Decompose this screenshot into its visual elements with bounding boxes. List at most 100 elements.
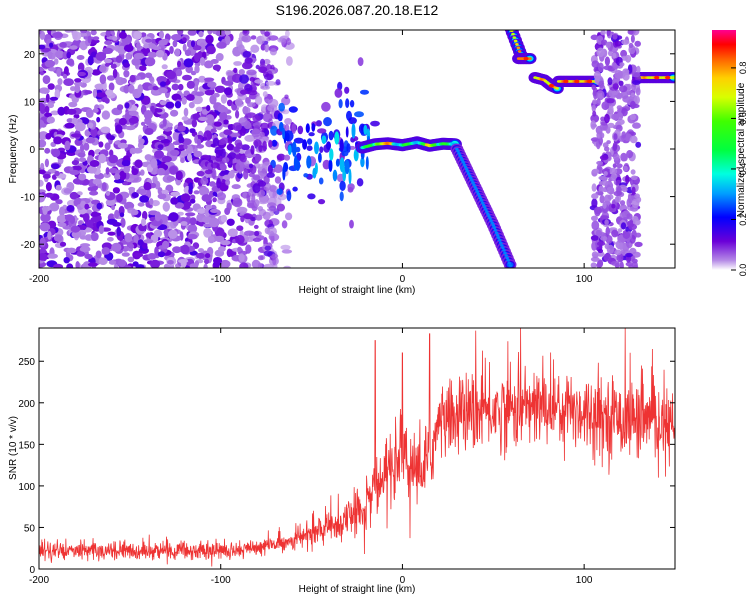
spectrogram-cell — [601, 101, 610, 111]
spectrogram-cell — [634, 193, 640, 199]
spectrogram-cell — [315, 120, 322, 127]
spectrogram-cell — [160, 138, 171, 144]
spectrogram-cell — [234, 98, 243, 107]
spectrogram-cell — [75, 261, 80, 268]
spectrogram-cell — [612, 33, 618, 40]
spectrogram-cell — [468, 174, 472, 178]
spectrogram-cell — [105, 198, 116, 206]
spectrogram-cell — [622, 153, 628, 162]
spectrogram-cell — [96, 202, 103, 210]
snr-y-tick-label: 0 — [29, 565, 35, 576]
spectrogram-cell — [204, 258, 210, 265]
spectrogram-cell — [116, 226, 121, 237]
spectrogram-cell — [216, 41, 227, 49]
spectrogram-cell — [150, 259, 161, 268]
spectrogram-cell — [490, 221, 495, 225]
spectrogram-cell — [256, 235, 265, 241]
spectrogram-cell — [502, 249, 506, 252]
spectrogram-cell — [245, 153, 257, 158]
spectrogram-cell — [187, 223, 198, 234]
spectrogram-cell — [57, 78, 63, 86]
spectrogram-cell — [157, 251, 166, 258]
spectrogram-cell — [112, 222, 122, 227]
spectrogram-cell — [177, 125, 186, 132]
spectrogram-cell — [634, 40, 641, 47]
spectrogram-cell — [172, 40, 178, 48]
spectrogram-cell — [345, 98, 350, 109]
spectrogram-cell — [474, 188, 479, 191]
spectrogram-cell — [590, 120, 596, 130]
spectrogram-cell — [250, 35, 257, 40]
spectrogram-cell — [189, 263, 199, 268]
spectrogram-cell — [170, 109, 179, 117]
spectrogram-cell — [91, 69, 101, 76]
spectrogram-cell — [204, 207, 210, 217]
spectrogram-cell — [124, 233, 133, 243]
spectrogram-cell — [187, 30, 197, 36]
spectrogram-cell — [77, 71, 86, 77]
spectrogram-cell — [222, 119, 229, 125]
spectrogram-cell — [265, 81, 276, 86]
snr-series-line — [39, 328, 675, 567]
spectrogram-cell — [472, 183, 476, 187]
spectrogram-cell — [180, 150, 188, 157]
spectrogram-cell — [508, 264, 513, 267]
spectrogram-cell — [42, 205, 48, 215]
spectrogram-cell — [226, 143, 235, 151]
spectrogram-cell — [282, 165, 286, 181]
spectrogram-cell — [263, 58, 271, 65]
spectrogram-cell — [175, 68, 183, 77]
spectrogram-cell — [78, 220, 83, 227]
spectrogram-cell — [248, 163, 254, 169]
spectrogram-cell — [506, 259, 511, 262]
spectrogram-cell — [285, 37, 292, 46]
spectrogram-cell — [285, 30, 290, 38]
snr-y-tick-label: 250 — [18, 357, 35, 368]
spectrogram-cell — [337, 81, 343, 91]
spectrogram-cell — [181, 116, 189, 121]
spectrogram-cell — [634, 241, 643, 248]
spectrogram-cell — [255, 95, 263, 105]
spectrogram-cell — [39, 44, 46, 50]
spectrogram-cell — [277, 37, 286, 43]
spectrogram-cell — [241, 34, 252, 43]
spectrogram-cell — [614, 69, 623, 80]
spectrogram-cell — [39, 222, 51, 232]
spectrogram-cell — [276, 153, 286, 161]
spectrogram-cell — [51, 163, 60, 170]
spectrogram-cell — [280, 244, 291, 250]
spectrogram-cell — [610, 174, 617, 182]
spectrogram-cell — [277, 112, 283, 122]
spectrogram-cell — [192, 45, 202, 51]
spectrogram-cell — [349, 100, 355, 108]
spectrogram-cell — [210, 162, 220, 169]
spectrogram-cell — [119, 170, 127, 181]
spectrogram-cell — [59, 241, 67, 247]
spectrogram-cell — [133, 234, 139, 244]
spectrogram-cell — [606, 30, 611, 37]
snr-x-tick-label: 0 — [400, 575, 406, 586]
spectrogram-cell — [152, 175, 158, 185]
spectrogram-cell — [263, 263, 274, 268]
spectrogram-cell — [334, 88, 343, 98]
spectrogram-cell — [112, 36, 118, 41]
spectrogram-cell — [125, 52, 131, 60]
snr-x-tick-label: -200 — [29, 575, 49, 586]
spectrogram-cell — [213, 261, 220, 268]
spectrogram-cell — [196, 170, 205, 177]
spectrogram-cell — [628, 42, 634, 49]
spectrogram-cell — [143, 43, 149, 49]
spectrogram-cell — [264, 85, 271, 90]
spectrogram-cell — [115, 124, 123, 134]
spectrogram-cell — [665, 75, 671, 80]
spectrogram-cell — [220, 137, 230, 144]
spectrogram-cell — [252, 174, 261, 181]
spectrogram-cell — [254, 214, 263, 221]
spectrogram-cell — [188, 101, 195, 109]
spectrogram-cell — [123, 44, 134, 52]
spectrogram-cell — [590, 256, 600, 262]
spectrogram-cell — [625, 252, 633, 258]
spectrogram-cell — [42, 173, 51, 179]
spectrogram-cell — [610, 260, 620, 266]
spectrogram-cell — [631, 103, 640, 109]
